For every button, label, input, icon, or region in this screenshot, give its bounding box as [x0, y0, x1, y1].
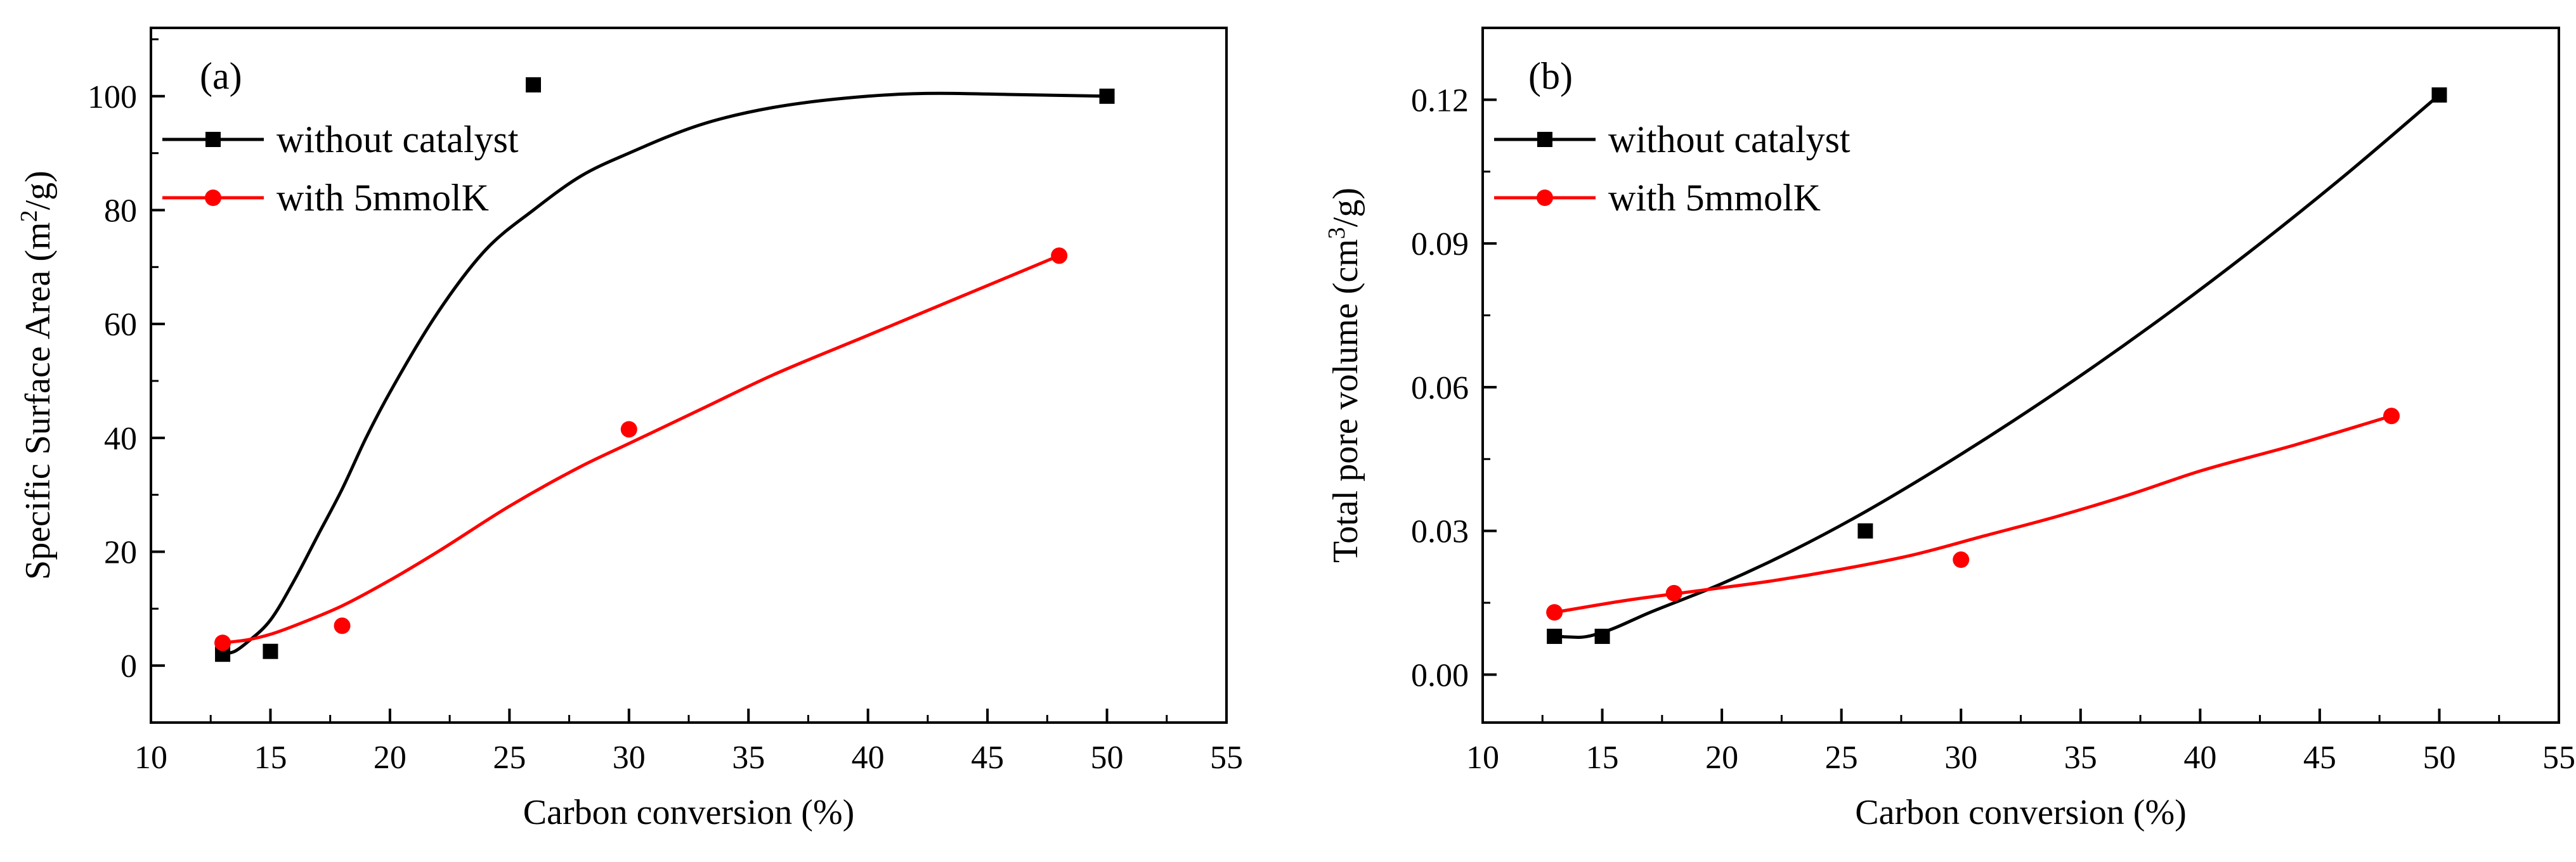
panel-label: (a)	[200, 55, 242, 97]
data-point	[2431, 87, 2447, 103]
x-tick-label: 40	[852, 740, 885, 776]
legend-entry: with 5mmolK	[1494, 177, 1821, 219]
x-tick-label: 40	[2183, 740, 2216, 776]
y-tick-label: 60	[104, 307, 137, 343]
x-tick-label: 15	[1586, 740, 1619, 776]
x-tick-label: 15	[254, 740, 287, 776]
legend-marker	[1537, 190, 1553, 206]
x-tick-label: 50	[1091, 740, 1124, 776]
data-point	[526, 77, 542, 93]
data-point	[334, 617, 351, 634]
y-tick-label: 20	[104, 534, 137, 570]
x-tick-label: 35	[732, 740, 765, 776]
panel-label: (b)	[1528, 55, 1573, 97]
data-point	[1665, 584, 1682, 601]
x-tick-label: 55	[2542, 740, 2575, 776]
y-tick-label: 0.00	[1411, 657, 1469, 693]
fit-curve	[222, 91, 1107, 656]
x-tick-label: 50	[2423, 740, 2456, 776]
data-point	[1099, 88, 1115, 104]
panel-b: 10 15 20 25 30 35 40 45 50 55 0.00 0.03 0.06 0.09 0.12…	[1324, 27, 2575, 832]
legend-entry: without catalyst	[1494, 119, 1851, 160]
x-tick-label: 25	[493, 740, 526, 776]
legend-marker	[1537, 132, 1552, 147]
x-tick-label: 45	[2303, 740, 2336, 776]
legend-marker	[205, 132, 221, 147]
legend-label: without catalyst	[1608, 119, 1851, 160]
series-without-catalyst	[215, 77, 1115, 662]
legend-entry: with 5mmolK	[162, 177, 489, 219]
x-tick-label: 30	[613, 740, 646, 776]
x-axis-title: Carbon conversion (%)	[523, 793, 855, 832]
x-tick-label: 10	[134, 740, 167, 776]
x-tick-label: 25	[1825, 740, 1858, 776]
data-point	[1546, 604, 1563, 621]
series-with-5mmolk	[214, 247, 1068, 652]
fit-curve	[1554, 93, 2441, 639]
data-point	[620, 421, 637, 438]
y-tick-label: 100	[88, 79, 137, 115]
y-tick-label: 0.03	[1411, 514, 1469, 550]
data-point	[1547, 628, 1563, 644]
panel-a: 10 15 20 25 30 35 40 45 50 55 0 20 40 60 80 100 Carbon c…	[16, 27, 1243, 832]
legend-label: with 5mmolK	[276, 177, 489, 219]
y-tick-label: 0	[120, 648, 137, 685]
y-tick-label: 0.12	[1411, 82, 1469, 119]
y-tick-label: 0.06	[1411, 370, 1469, 406]
y-axis-title: Total pore volume (cm3/g)	[1324, 188, 1365, 563]
x-tick-label: 20	[1705, 740, 1738, 776]
data-point	[2383, 408, 2400, 425]
x-tick-label: 35	[2064, 740, 2097, 776]
data-point	[214, 634, 231, 652]
fit-curve	[222, 254, 1060, 645]
y-axis-title: Specific Surface Area (m2/g)	[16, 170, 58, 580]
x-tick-label: 10	[1466, 740, 1499, 776]
fit-curve	[1554, 414, 2392, 614]
series-without-catalyst	[1547, 87, 2447, 644]
x-tick-label: 20	[374, 740, 407, 776]
y-tick-label: 80	[104, 193, 137, 229]
x-tick-label: 45	[971, 740, 1004, 776]
x-axis-title: Carbon conversion (%)	[1855, 793, 2187, 832]
y-tick-label: 0.09	[1411, 226, 1469, 262]
y-tick-label: 40	[104, 421, 137, 457]
legend-label: with 5mmolK	[1608, 177, 1821, 219]
x-tick-label: 30	[1944, 740, 1977, 776]
legend-marker	[205, 190, 221, 206]
data-point	[1051, 247, 1068, 264]
data-point	[1594, 628, 1610, 644]
legend-label: without catalyst	[276, 119, 519, 160]
legend-entry: without catalyst	[162, 119, 519, 160]
x-tick-label: 55	[1210, 740, 1243, 776]
data-point	[1857, 523, 1873, 539]
data-point	[1953, 551, 1970, 569]
data-point	[263, 643, 278, 659]
series-with-5mmolk	[1546, 408, 2400, 621]
